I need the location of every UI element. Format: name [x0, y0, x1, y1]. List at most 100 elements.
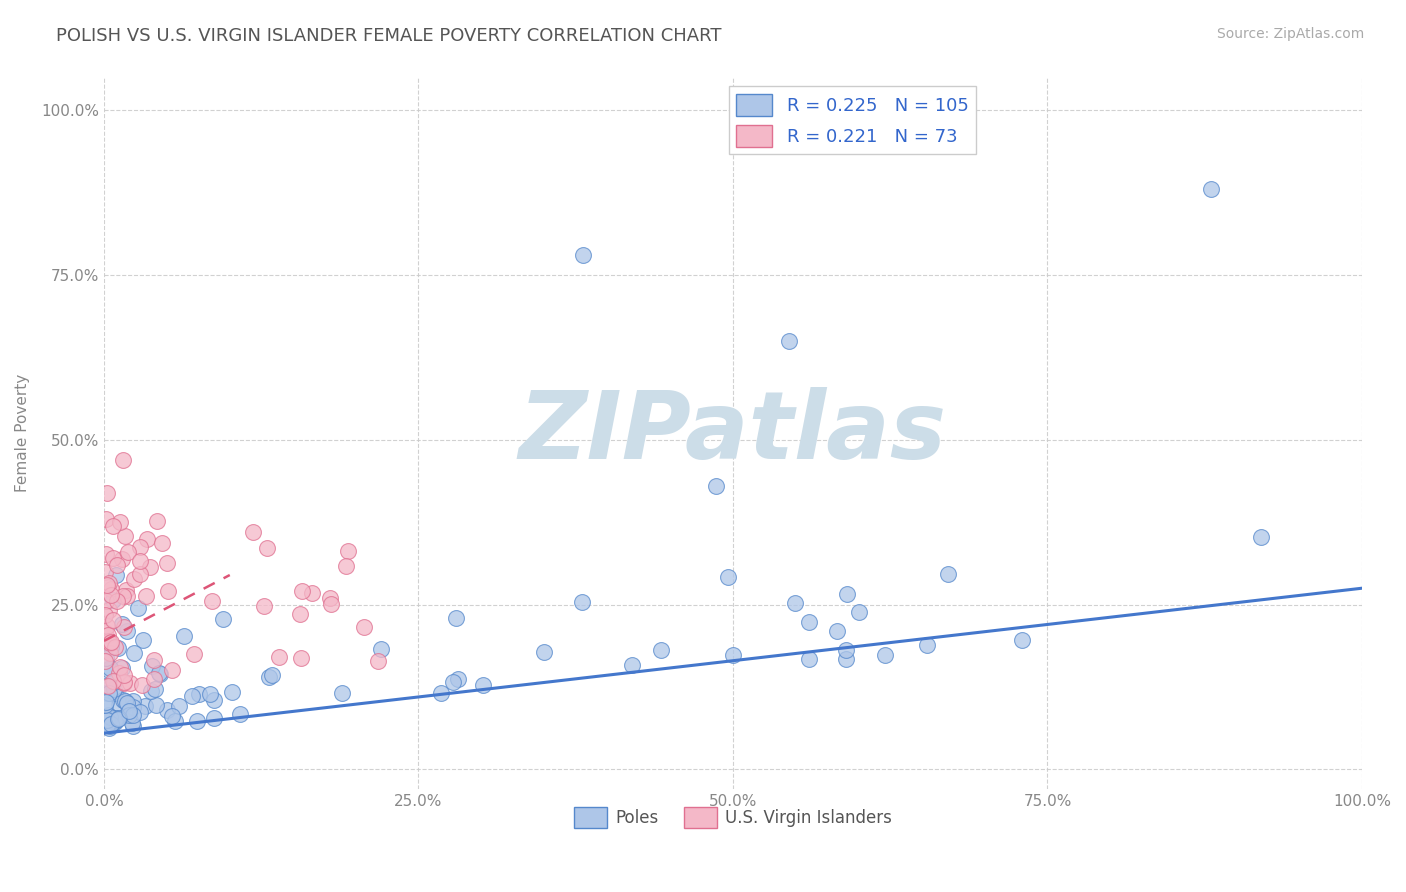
Point [96, 485, 118, 500]
Point [108, 515, 131, 529]
Point [103, 674, 125, 689]
Point [444, 610, 467, 624]
Point [134, 698, 156, 713]
Point [101, 550, 124, 565]
Point [94, 608, 117, 623]
Point [447, 672, 470, 686]
Point [104, 685, 127, 699]
Point [94, 698, 117, 713]
Point [1199, 182, 1222, 196]
Point [160, 709, 183, 723]
Point [221, 685, 243, 699]
Point [108, 666, 131, 681]
Point [290, 607, 312, 621]
Point [104, 714, 127, 729]
Point [97, 603, 120, 617]
Point [97, 708, 120, 723]
Point [98, 710, 121, 724]
Point [101, 519, 124, 533]
Point [98, 718, 121, 732]
Point [721, 648, 744, 662]
Point [267, 649, 290, 664]
Point [127, 600, 149, 615]
Point [103, 640, 125, 654]
Point [873, 648, 896, 662]
Point [143, 681, 166, 696]
Point [156, 703, 179, 717]
Point [96, 713, 118, 727]
Point [173, 629, 195, 643]
Point [108, 660, 131, 674]
Point [319, 591, 342, 606]
Point [242, 524, 264, 539]
Point [157, 584, 180, 599]
Point [142, 673, 165, 687]
Point [94, 712, 117, 726]
Point [100, 588, 122, 602]
Point [118, 707, 141, 722]
Point [121, 716, 143, 731]
Point [650, 643, 672, 657]
Point [183, 647, 205, 661]
Point [198, 687, 221, 701]
Point [101, 613, 124, 627]
Point [429, 686, 451, 700]
Point [105, 594, 128, 608]
Point [441, 674, 464, 689]
Point [256, 541, 278, 555]
Point [96, 718, 118, 732]
Point [141, 658, 163, 673]
Point [111, 617, 134, 632]
Point [104, 715, 127, 730]
Point [97, 628, 120, 642]
Point [142, 653, 165, 667]
Point [121, 708, 143, 723]
Point [229, 706, 252, 721]
Point [290, 651, 312, 665]
Point [112, 675, 135, 690]
Point [103, 681, 125, 696]
Point [114, 694, 136, 708]
Point [533, 645, 555, 659]
Point [117, 545, 139, 559]
Point [253, 599, 276, 613]
Y-axis label: Female Poverty: Female Poverty [15, 375, 30, 492]
Point [100, 582, 122, 596]
Point [136, 532, 159, 546]
Point [915, 638, 938, 652]
Point [704, 479, 727, 493]
Point [936, 567, 959, 582]
Point [114, 529, 136, 543]
Point [94, 547, 117, 561]
Point [98, 660, 121, 674]
Point [1250, 530, 1272, 544]
Point [571, 595, 593, 609]
Text: ZIPatlas: ZIPatlas [519, 387, 948, 479]
Text: POLISH VS U.S. VIRGIN ISLANDER FEMALE POVERTY CORRELATION CHART: POLISH VS U.S. VIRGIN ISLANDER FEMALE PO… [56, 27, 721, 45]
Point [471, 678, 494, 692]
Point [187, 687, 209, 701]
Point [122, 700, 145, 714]
Point [97, 664, 120, 678]
Point [335, 558, 357, 573]
Point [160, 664, 183, 678]
Point [94, 593, 117, 607]
Point [97, 679, 120, 693]
Point [835, 643, 858, 657]
Point [129, 554, 152, 568]
Point [94, 651, 117, 665]
Point [202, 711, 225, 725]
Point [104, 711, 127, 725]
Point [835, 652, 858, 666]
Point [367, 654, 389, 668]
Point [98, 576, 121, 591]
Point [145, 698, 167, 713]
Point [202, 693, 225, 707]
Point [112, 668, 135, 682]
Point [110, 551, 132, 566]
Point [848, 605, 870, 619]
Point [835, 587, 858, 601]
Point [111, 661, 134, 675]
Point [117, 704, 139, 718]
Point [149, 666, 172, 681]
